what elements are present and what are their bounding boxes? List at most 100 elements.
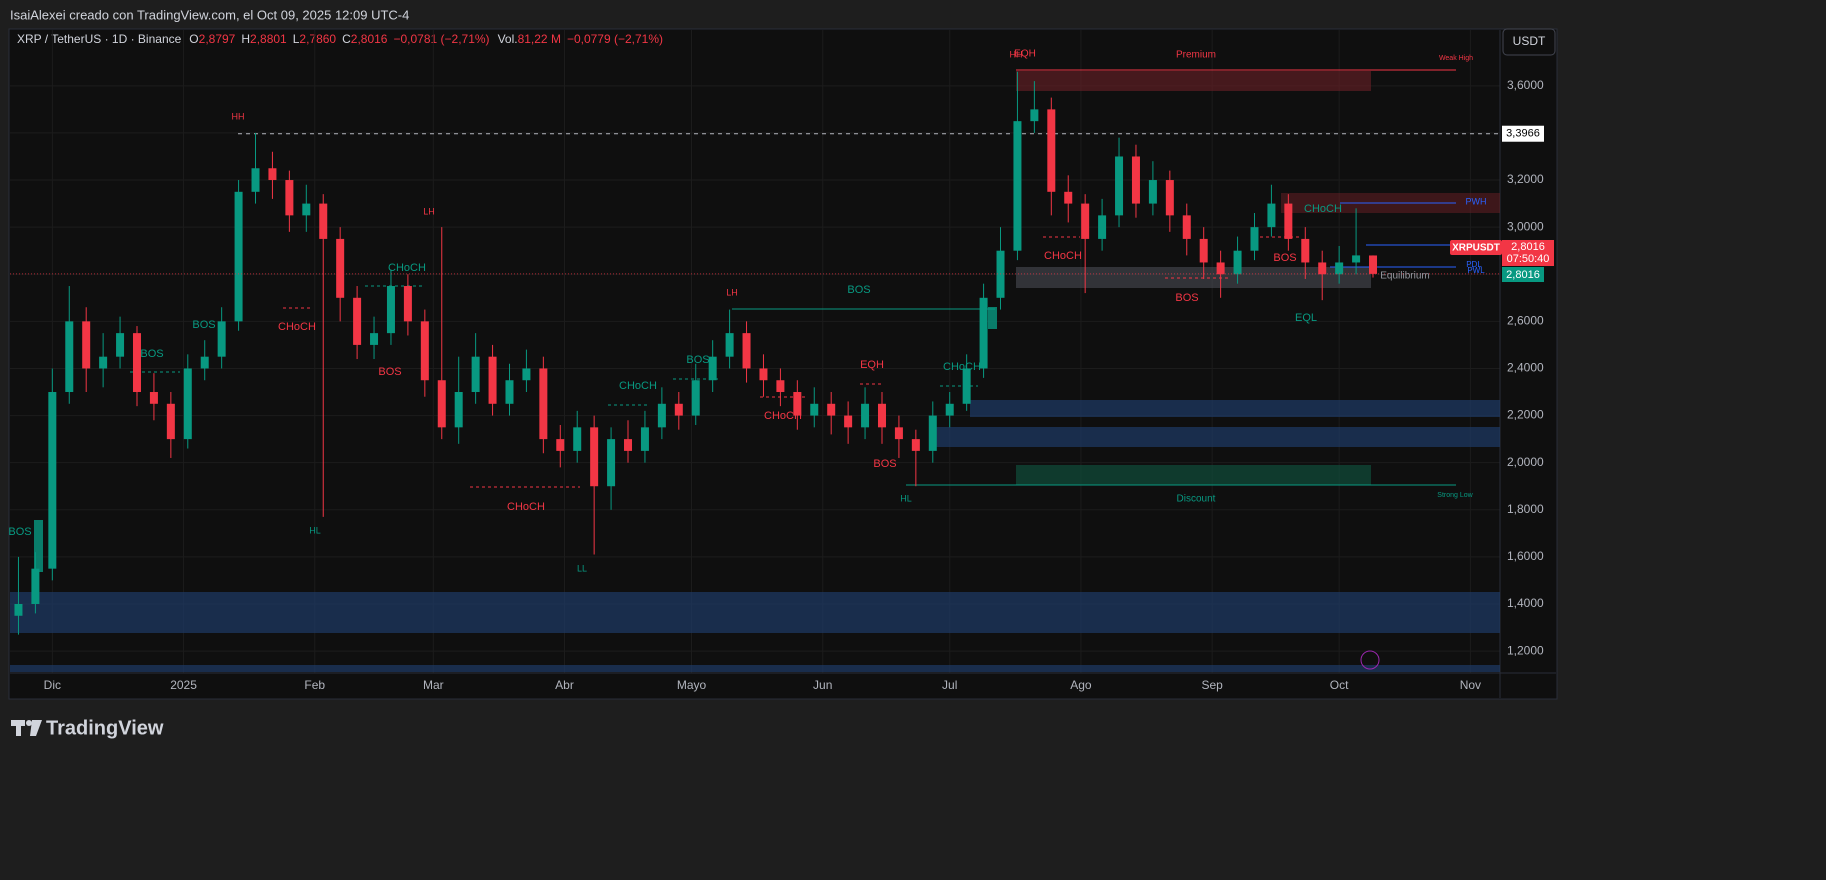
y-tick-label: 3,0000 xyxy=(1507,219,1544,233)
annotation: BOS xyxy=(192,319,215,331)
candle-body xyxy=(65,321,74,393)
candle-body xyxy=(1199,238,1208,263)
candle-body xyxy=(14,603,23,616)
annotation: EQH xyxy=(1014,49,1036,60)
annotation: HH xyxy=(232,111,245,121)
candle-body xyxy=(928,415,937,451)
candle-body xyxy=(539,368,548,440)
candle-body xyxy=(877,403,886,428)
zone xyxy=(988,307,997,329)
ohlc-key: L xyxy=(293,32,300,46)
annotation: LL xyxy=(577,563,587,573)
candle-body xyxy=(1047,109,1056,192)
candle-body xyxy=(607,439,616,487)
candle-body xyxy=(1233,250,1242,275)
price-tag xyxy=(1450,240,1502,255)
annotation: Discount xyxy=(1177,494,1216,505)
ohlc-value: 2,8016 xyxy=(351,32,388,46)
zone xyxy=(1016,267,1371,288)
legend: XRP / TetherUS · 1D · Binance O2,8797 H2,8… xyxy=(17,32,663,46)
candle-body xyxy=(827,403,836,416)
candle-body xyxy=(1115,156,1124,216)
level-tag xyxy=(1502,125,1544,142)
candle-body xyxy=(488,356,497,404)
candle-body xyxy=(251,168,260,192)
candle-body xyxy=(234,191,243,322)
annotation: PWH xyxy=(1466,196,1487,206)
annotation: Strong Low xyxy=(1437,492,1473,499)
currency-button[interactable] xyxy=(1502,28,1556,56)
countdown: 07:50:40 xyxy=(1507,253,1550,265)
annotation: BOS xyxy=(1175,292,1198,304)
x-tick-label: Abr xyxy=(555,678,574,692)
candle-body xyxy=(844,415,853,428)
annotation: LH xyxy=(726,287,738,297)
ohlc-key: O xyxy=(189,32,198,46)
annotation: CHoCH xyxy=(278,321,316,333)
candle-body xyxy=(861,403,870,428)
y-tick-label: 2,4000 xyxy=(1507,361,1544,375)
zone xyxy=(970,400,1500,417)
candle-body xyxy=(99,356,108,369)
candle-body xyxy=(1064,191,1073,204)
annotation: BOS xyxy=(378,366,401,378)
candle-body xyxy=(742,333,751,369)
candle-body xyxy=(1165,180,1174,216)
annotation: CHoCH xyxy=(1044,250,1082,262)
x-tick-label: Feb xyxy=(304,678,325,692)
candle-body xyxy=(894,427,903,440)
zone xyxy=(10,665,1500,672)
ohlc-value: 2,8801 xyxy=(250,32,287,46)
candle-body xyxy=(657,403,666,428)
annotation: BOS xyxy=(8,526,31,538)
candle-body xyxy=(1013,121,1022,251)
y-tick-label: 1,8000 xyxy=(1507,502,1544,516)
price-tag xyxy=(1502,267,1544,282)
x-tick-label: Ago xyxy=(1070,678,1092,692)
candle-body xyxy=(1081,203,1090,239)
volume-change: −0,0779 (−2,71%) xyxy=(567,32,663,46)
candle-body xyxy=(962,368,971,404)
candle-body xyxy=(1131,156,1140,204)
candle-body xyxy=(1318,262,1327,275)
candle-body xyxy=(183,368,192,440)
candle-body xyxy=(1148,180,1157,204)
annotation: CHoCH xyxy=(943,361,981,373)
zone xyxy=(1016,465,1371,485)
candle-body xyxy=(1369,255,1378,274)
candle-body xyxy=(708,356,717,381)
annotation: CHoCH xyxy=(388,262,426,274)
y-tick-label: 2,6000 xyxy=(1507,314,1544,328)
candle-body xyxy=(1216,262,1225,275)
price-label: 2,8016 xyxy=(1511,241,1545,253)
candle-body xyxy=(691,380,700,416)
symbol: XRP / TetherUS · 1D · Binance xyxy=(17,32,182,46)
y-tick-label: 2,0000 xyxy=(1507,455,1544,469)
volume: 81,22 M xyxy=(518,32,561,46)
candle-body xyxy=(370,333,379,345)
caption: IsaiAlexei creado con TradingView.com, e… xyxy=(10,7,409,22)
annotation: CHoCH xyxy=(1304,203,1342,215)
candle-body xyxy=(386,286,395,334)
annotation: BOS xyxy=(847,284,870,296)
ohlc-key: C xyxy=(342,32,351,46)
annotation: HL xyxy=(309,525,321,535)
annotation: Weak High xyxy=(1439,55,1473,62)
candle-body xyxy=(471,356,480,393)
change: −0,0781 (−2,71%) xyxy=(393,32,489,46)
y-tick-label: 3,2000 xyxy=(1507,172,1544,186)
candle-body xyxy=(1267,203,1276,228)
candle-body xyxy=(132,333,141,393)
annotation: CHoCH xyxy=(764,410,802,422)
zone xyxy=(34,520,43,572)
candle-body xyxy=(911,439,920,451)
y-tick-label: 2,2000 xyxy=(1507,408,1544,422)
ohlc-value: 2,8797 xyxy=(199,32,236,46)
volume-key: Vol. xyxy=(498,32,518,46)
candle-body xyxy=(336,238,345,298)
candle-body xyxy=(116,333,125,357)
candle-body xyxy=(454,392,463,428)
candle-body xyxy=(573,427,582,451)
annotation: CHoCH xyxy=(507,501,545,513)
